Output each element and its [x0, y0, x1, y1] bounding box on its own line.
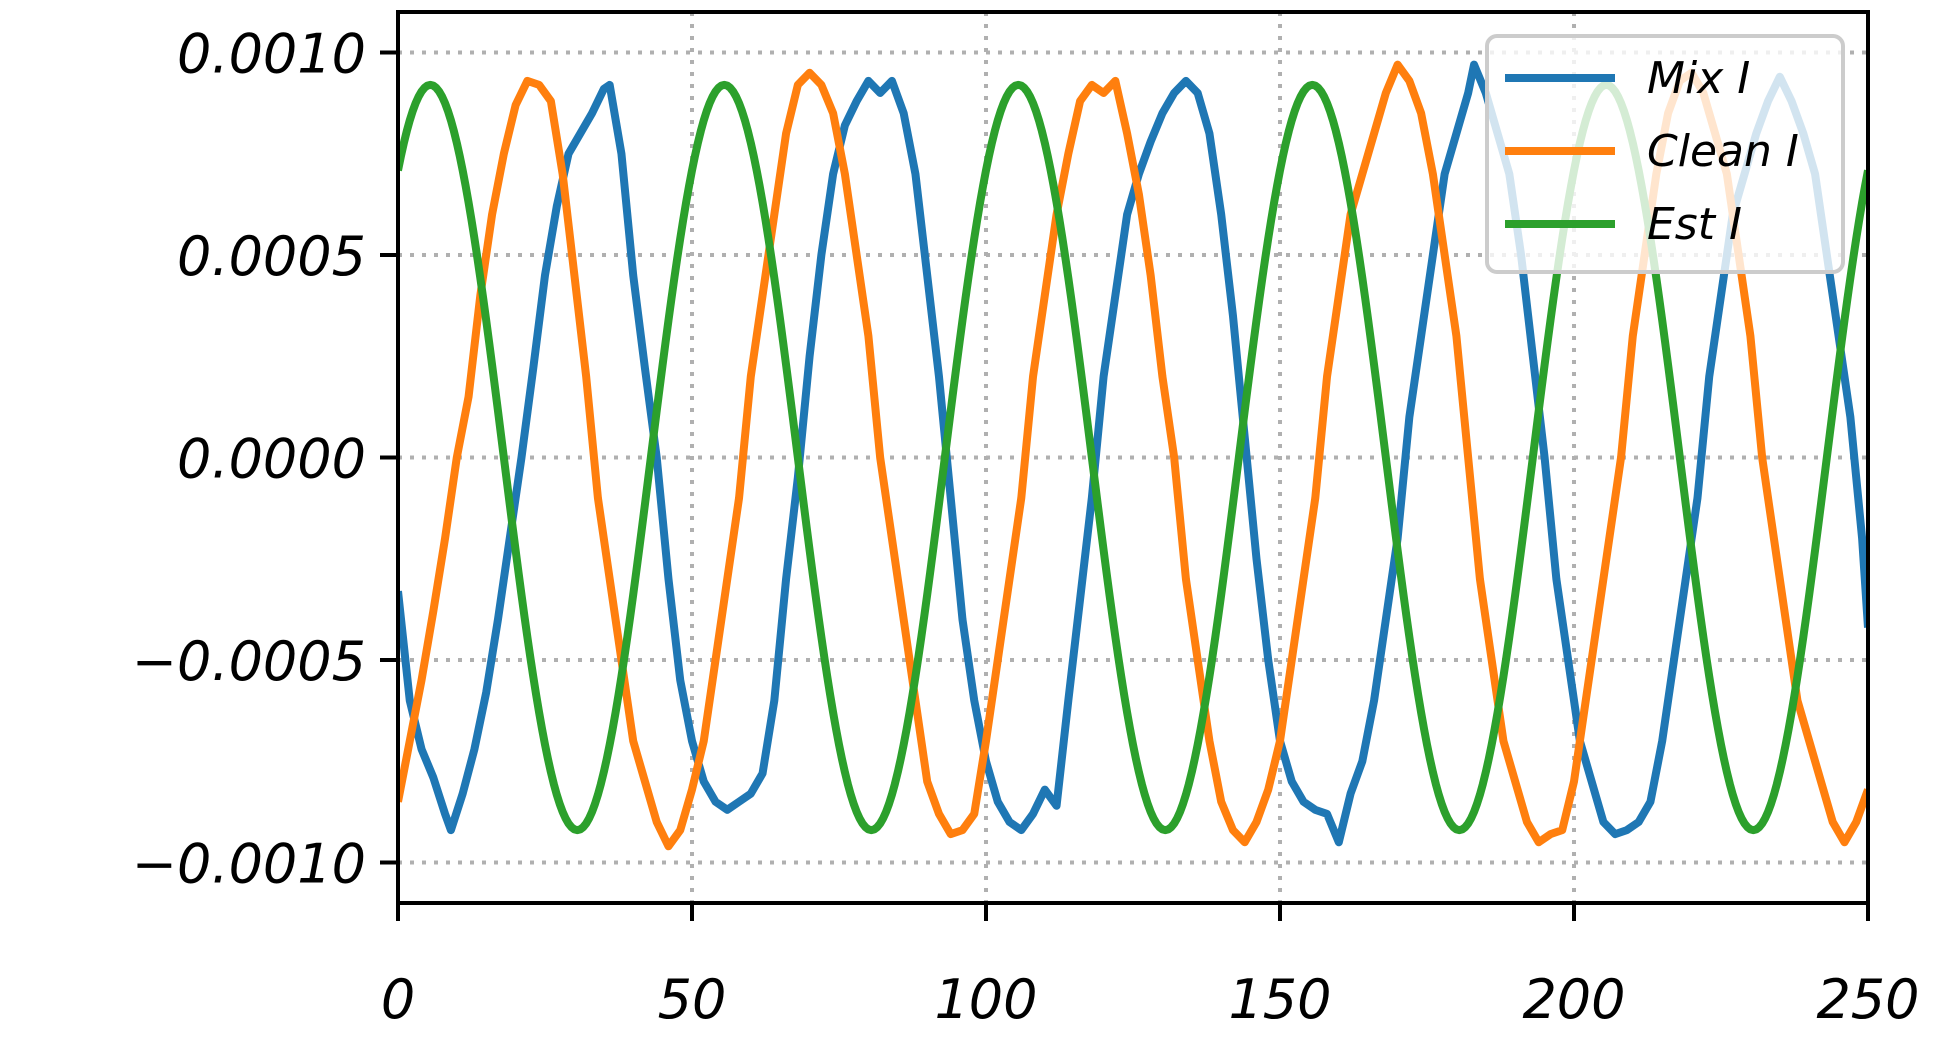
legend-entry-est-i: Est I [1647, 199, 1742, 250]
y-tick-label: −0.0010 [132, 833, 366, 896]
legend-box [1485, 34, 1845, 274]
y-tick-label: 0.0000 [177, 428, 366, 491]
series-line-mix-i [398, 60, 1868, 847]
x-tick-label: 0 [381, 968, 415, 1031]
legend: Mix I Clean I Est I [1485, 34, 1845, 274]
series-line-clean-i [398, 60, 1868, 851]
axes: 0 50 100 150 200 250 −0.0010 −0.0005 0.0000 0.000… [132, 10, 1920, 1031]
x-tick-label: 250 [1816, 968, 1919, 1031]
legend-entry-clean-i: Clean I [1647, 126, 1799, 177]
x-tick-label: 50 [658, 968, 727, 1031]
x-tick-label: 150 [1228, 968, 1331, 1031]
legend-entry-mix-i: Mix I [1647, 53, 1750, 104]
x-tick-label: 200 [1522, 968, 1625, 1031]
x-tick-label: 100 [934, 968, 1037, 1031]
y-tick-label: −0.0005 [132, 630, 366, 693]
y-tick-label: 0.0010 [177, 23, 366, 86]
y-tick-label: 0.0005 [177, 225, 366, 288]
